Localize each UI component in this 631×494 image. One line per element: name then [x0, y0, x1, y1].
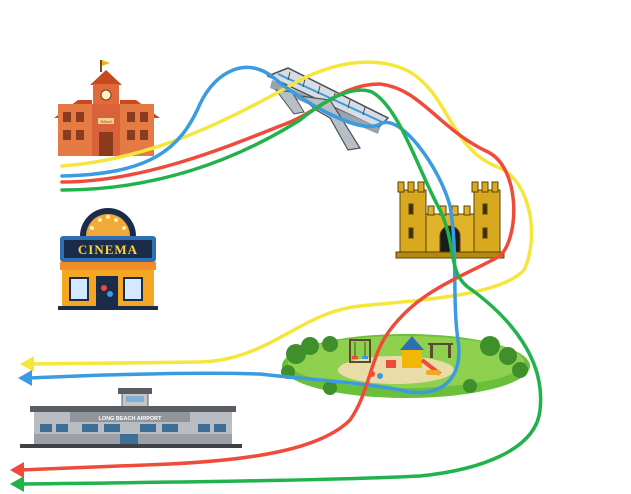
route-blue [28, 65, 461, 395]
arrow-green-icon [10, 476, 24, 492]
playground [281, 334, 530, 398]
school-sign: School [100, 119, 112, 124]
arrow-red-icon [10, 462, 24, 478]
routes [18, 60, 543, 486]
route-arrowheads [10, 356, 34, 492]
route-yellow [28, 60, 534, 366]
cinema-sign: CINEMA [78, 242, 138, 257]
route-green [18, 88, 543, 486]
school-building: School [54, 60, 160, 156]
airport-terminal: LONG BEACH AIRPORT [20, 388, 242, 448]
airport-sign: LONG BEACH AIRPORT [98, 416, 162, 422]
arrow-blue-icon [18, 370, 32, 386]
cinema-building: CINEMA [58, 208, 158, 310]
bridge [266, 67, 390, 151]
arrow-yellow-icon [20, 356, 34, 372]
route-red [18, 82, 516, 472]
